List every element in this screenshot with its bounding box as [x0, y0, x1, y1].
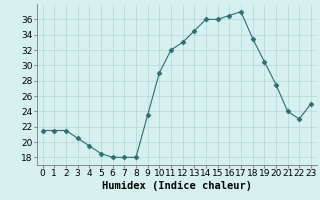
X-axis label: Humidex (Indice chaleur): Humidex (Indice chaleur) — [102, 181, 252, 191]
